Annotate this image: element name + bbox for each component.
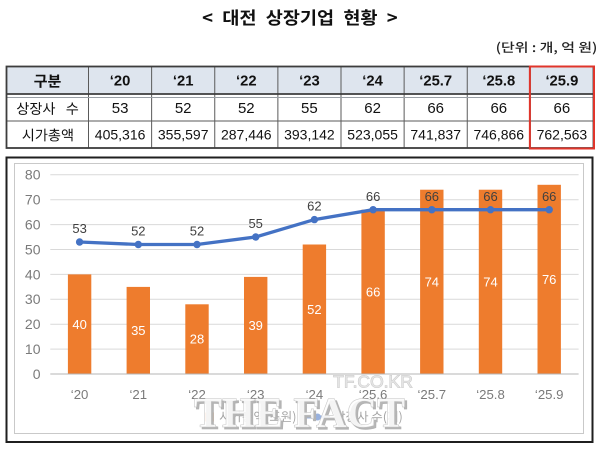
svg-text:62: 62 [307,199,321,214]
svg-text:355,597: 355,597 [158,127,209,143]
svg-text:35: 35 [131,323,145,338]
svg-text:52: 52 [175,100,192,117]
svg-text:‘25.9: ‘25.9 [545,74,578,90]
svg-text:52: 52 [238,100,255,117]
svg-text:66: 66 [366,284,380,299]
svg-text:THE FACT: THE FACT [194,391,405,437]
svg-text:66: 66 [427,100,444,117]
svg-text:‘24: ‘24 [306,387,324,402]
svg-text:‘22: ‘22 [236,74,257,90]
svg-text:66: 66 [425,189,439,204]
svg-text:TF.CO.KR: TF.CO.KR [333,371,413,391]
svg-text:53: 53 [72,221,86,236]
svg-text:40: 40 [72,317,86,332]
svg-text:762,563: 762,563 [537,127,588,143]
svg-text:‘20: ‘20 [110,74,131,90]
svg-text:62: 62 [364,100,381,117]
svg-text:60: 60 [25,217,41,233]
svg-text:76: 76 [542,272,556,287]
svg-text:39: 39 [248,318,262,333]
svg-text:52: 52 [307,302,321,317]
svg-text:‘23: ‘23 [247,387,265,402]
svg-text:70: 70 [25,192,41,208]
svg-text:523,055: 523,055 [347,127,398,143]
svg-text:80: 80 [25,167,41,183]
svg-text:55: 55 [301,100,318,117]
svg-text:393,142: 393,142 [284,127,335,143]
svg-text:‘22: ‘22 [188,387,206,402]
svg-text:55: 55 [248,216,262,231]
svg-text:66: 66 [554,100,571,117]
svg-text:74: 74 [425,275,439,290]
svg-text:‘21: ‘21 [173,74,194,90]
svg-text:‘25.6: ‘25.6 [359,387,388,402]
svg-text:53: 53 [112,100,129,117]
svg-text:‘21: ‘21 [129,387,147,402]
svg-text:0: 0 [33,366,41,382]
svg-text:66: 66 [483,189,497,204]
svg-text:‘20: ‘20 [71,387,89,402]
svg-text:66: 66 [490,100,507,117]
svg-text:‘23: ‘23 [299,74,320,90]
svg-text:10: 10 [25,341,41,357]
svg-text:20: 20 [25,316,41,332]
svg-text:52: 52 [131,224,145,239]
svg-text:50: 50 [25,241,41,257]
svg-text:‘25.8: ‘25.8 [482,74,515,90]
svg-text:741,837: 741,837 [410,127,461,143]
svg-text:74: 74 [483,275,497,290]
svg-text:‘25.8: ‘25.8 [476,387,505,402]
svg-text:66: 66 [366,189,380,204]
svg-text:746,866: 746,866 [473,127,524,143]
svg-text:405,316: 405,316 [95,127,146,143]
svg-text:‘25.7: ‘25.7 [419,74,452,90]
svg-text:28: 28 [190,332,204,347]
svg-text:40: 40 [25,266,41,282]
svg-text:‘25.9: ‘25.9 [535,387,564,402]
svg-text:287,446: 287,446 [221,127,272,143]
svg-text:30: 30 [25,291,41,307]
svg-text:66: 66 [542,189,556,204]
svg-text:52: 52 [190,224,204,239]
svg-text:THE FACT: THE FACT [196,393,407,439]
svg-text:‘25.7: ‘25.7 [417,387,446,402]
svg-text:‘24: ‘24 [362,74,383,90]
